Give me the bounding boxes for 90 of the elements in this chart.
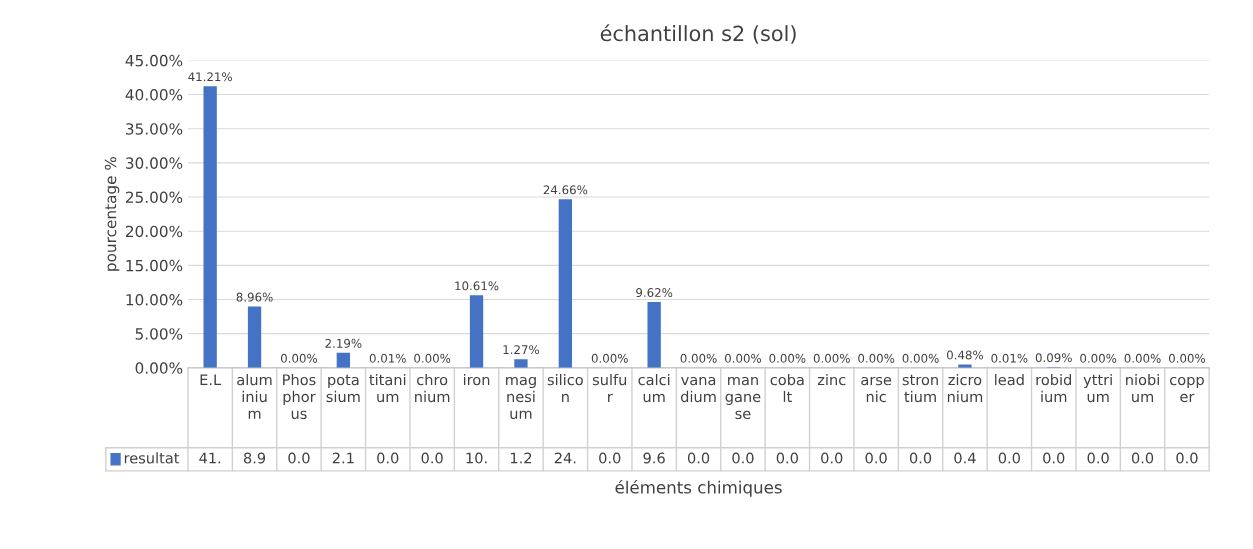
text: 0.0 [1043,452,1065,464]
y-tick-label: 30.00% [126,157,183,169]
text: 8.9 [243,452,266,464]
text: 0.4 [954,452,976,464]
data-label: 9.62% [636,288,673,298]
x-tick-label: zicronium [947,373,983,403]
text: 0.0 [377,452,399,464]
x-tick-label: robidium [1036,373,1071,403]
x-tick-label: chronium [415,373,450,403]
x-tick-label: potasium [326,374,360,403]
text: 0.0 [1087,452,1109,464]
y-tick-label: 35.00% [126,123,183,135]
data-label: 1.27% [503,345,540,355]
data-label: 8.96% [236,292,273,302]
text: 1.2 [510,452,532,464]
chart-title: échantillon s2 (sol) [600,24,796,44]
text: 2.1 [332,452,354,464]
text: 0.0 [821,452,843,464]
legend-label: resultat [124,452,180,464]
bar [247,306,262,368]
data-label: 0.00% [858,353,895,363]
text: 0.0 [288,452,310,464]
x-tick-label: E.L [200,374,222,386]
bar [647,302,661,368]
data-label: 41.21% [188,72,233,82]
data-label: 0.09% [1035,353,1072,363]
y-tick-label: 45.00% [125,54,183,67]
x-tick-label: niobium [1126,373,1159,403]
data-label: 0.00% [1168,353,1206,363]
bar [336,352,351,368]
y-tick-label: 25.00% [125,191,183,204]
x-tick-label: silicon [547,373,583,402]
text: 10. [466,452,487,464]
x-tick-label: lead [995,373,1024,386]
bar [203,86,217,368]
data-label: 0.01% [991,353,1028,363]
x-tick-label: cobalt [770,373,804,402]
y-tick-label: 5.00% [135,328,183,340]
text: 24. [554,452,576,464]
text: 9.6 [643,452,665,464]
x-tick-label: vanadium [680,376,716,403]
text: 0.0 [1176,452,1198,464]
x-tick-label: yttrium [1083,373,1112,403]
text: 0.0 [599,452,621,464]
x-tick-label: manganese [725,376,761,420]
data-label: 2.19% [325,338,362,348]
bar [469,295,484,368]
text: 0.0 [732,452,754,464]
text: 0.0 [776,452,798,464]
y-tick-label: 10.00% [126,293,183,306]
text: 0.0 [998,452,1020,464]
data-label: 0.00% [724,353,762,363]
data-label: 0.00% [902,353,939,363]
x-tick-label: copper [1170,376,1204,403]
y-tick-label: 20.00% [125,225,183,238]
data-label: 0.48% [946,350,984,360]
data-label: 24.66% [543,185,588,195]
x-tick-label: aluminium [237,373,272,419]
x-tick-label: Phosphorus [283,373,316,420]
x-tick-label: magnesium [506,376,536,420]
data-label: 0.00% [591,353,628,363]
x-axis-title: éléments chimiques [615,480,782,497]
x-tick-label: arsenic [861,376,892,403]
bar [558,199,573,368]
data-label: 0.00% [1124,353,1161,363]
data-label: 0.00% [813,353,850,363]
data-label: 0.00% [680,353,717,363]
x-tick-label: zinc [817,373,846,386]
x-tick-label: strontium [902,374,938,403]
text: 0.0 [865,452,887,464]
text: 0.0 [687,452,710,464]
y-axis-title: pourcentage % [104,156,120,271]
y-tick-label: 0.00% [135,362,183,374]
data-label: 0.00% [769,353,806,363]
y-tick-label: 40.00% [125,89,183,101]
y-tick-label: 15.00% [126,259,183,272]
data-label: 0.00% [414,353,451,363]
x-tick-label: sulfur [592,373,627,402]
data-label: 0.01% [369,353,406,363]
data-label: 10.61% [455,281,499,291]
text: 0.0 [421,452,443,464]
x-tick-label: calcium [638,373,670,403]
data-label: 0.00% [1080,353,1117,363]
bar [514,359,528,368]
x-tick-label: titanium [369,373,406,403]
text: 0.0 [1131,452,1154,464]
text: 41. [199,452,221,464]
x-tick-label: iron [463,373,490,386]
text: 0.0 [909,452,932,464]
data-label: 0.00% [280,353,318,363]
